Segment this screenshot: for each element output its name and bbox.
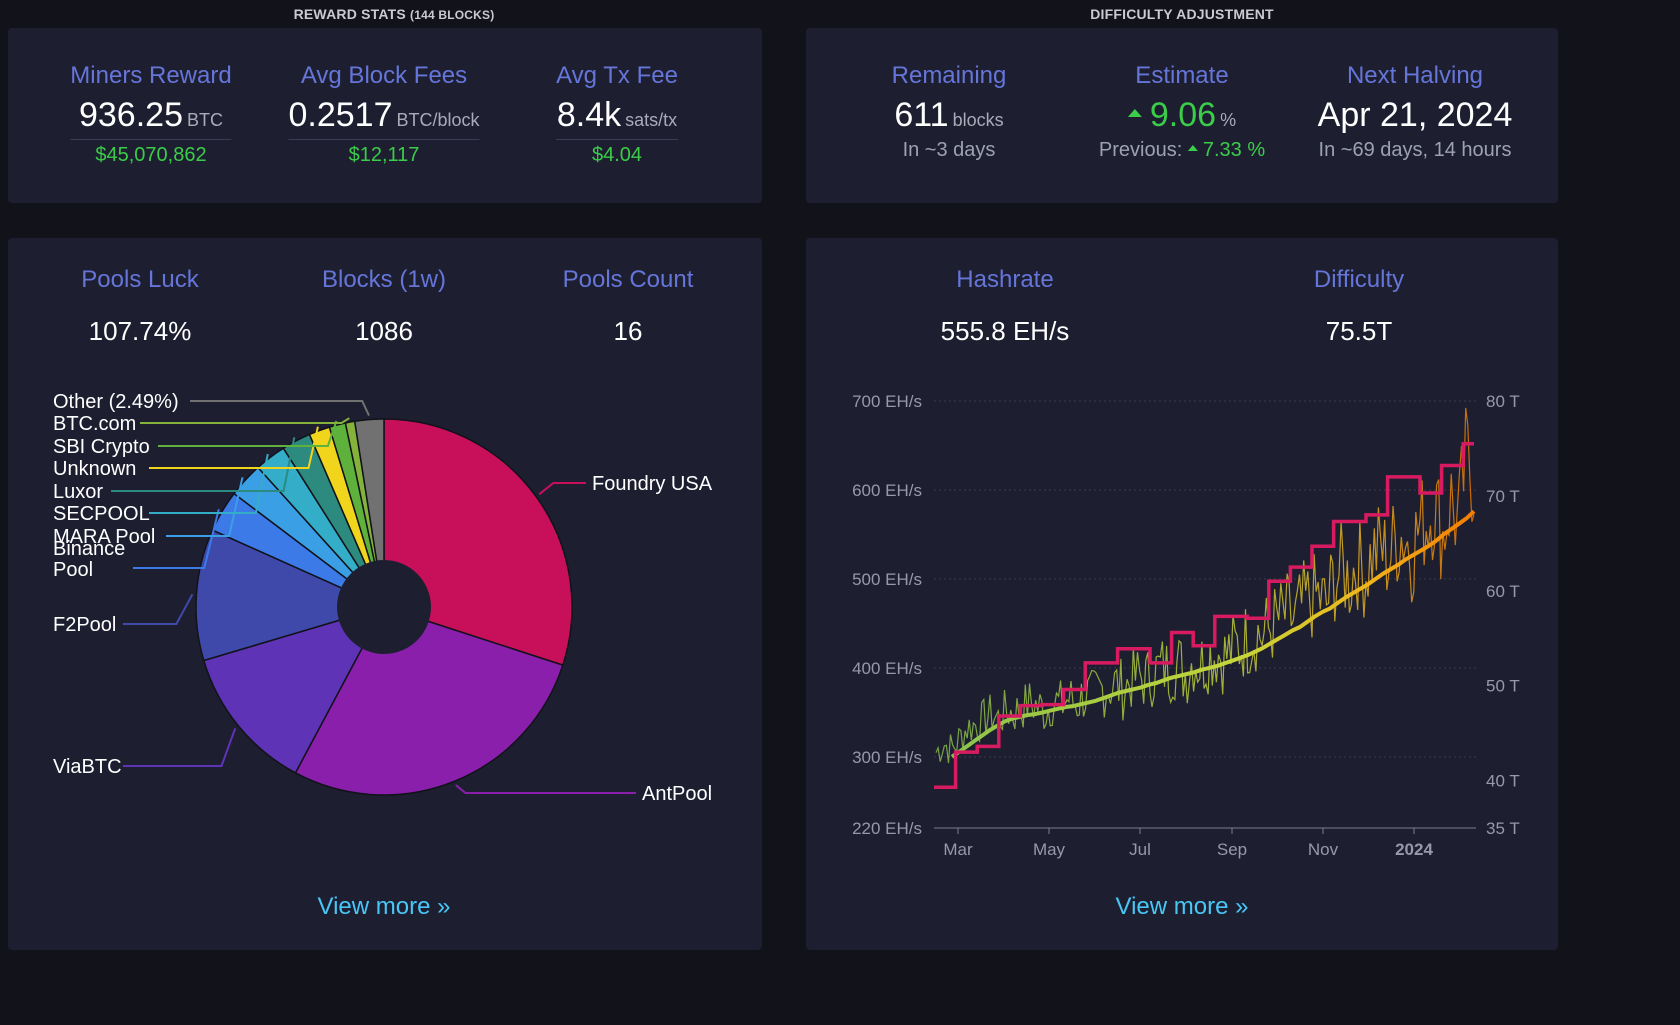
estimate-unit: % [1220, 110, 1237, 130]
estimate-value: 9.06% [1099, 96, 1265, 135]
next-halving-stat: Next Halving Apr 21, 2024 In ~69 days, 1… [1318, 62, 1513, 162]
remaining-amount: 611 [894, 96, 949, 134]
pools-luck-label: Pools Luck [81, 266, 199, 293]
avg-block-fees-fiat: $12,117 [348, 144, 420, 166]
blocks-1w-label: Blocks (1w) [321, 266, 447, 293]
remaining-eta: In ~3 days [902, 139, 996, 161]
remaining-stat: Remaining 611 blocks In ~3 days [892, 62, 1007, 162]
pools-luck-value: 107.74% [88, 316, 192, 346]
pools-luck-stat: Pools Luck 107.74% [81, 266, 198, 347]
miners-reward-label: Miners Reward [70, 62, 232, 89]
avg-tx-fee-label: Avg Tx Fee [556, 62, 678, 89]
avg-tx-fee-unit: sats/tx [625, 110, 678, 130]
avg-tx-fee-stat: Avg Tx Fee 8.4k sats/tx $4.04 [556, 62, 678, 167]
difficulty-stat: Difficulty 75.5T [1314, 266, 1404, 347]
reward-stats-title: REWARD STATS (144 BLOCKS) [294, 6, 495, 22]
avg-block-fees-unit: BTC/block [396, 110, 480, 130]
estimate-previous-unit: % [1247, 139, 1266, 161]
avg-tx-fee-amount: 8.4k [556, 96, 622, 134]
reward-stats-title-text: REWARD STATS [293, 6, 406, 22]
reward-stats-subtitle: (144 BLOCKS) [410, 8, 495, 22]
avg-block-fees-stat: Avg Block Fees 0.2517 BTC/block $12,117 [288, 62, 480, 167]
estimate-previous: Previous: 7.33 % [1099, 139, 1265, 162]
miners-reward-fiat: $45,070,862 [95, 144, 207, 166]
miners-reward-amount: 936.25 [78, 96, 183, 134]
remaining-value: 611 blocks [892, 96, 1007, 135]
hashrate-stat: Hashrate 555.8 EH/s [941, 266, 1070, 347]
difficulty-label: Difficulty [1313, 266, 1405, 293]
estimate-previous-amount: 7.33 [1202, 139, 1242, 161]
blocks-1w-stat: Blocks (1w) 1086 [322, 266, 446, 347]
miners-reward-value: 936.25 BTC [70, 96, 232, 140]
pools-count-value: 16 [613, 316, 643, 346]
difficulty-value: 75.5T [1325, 316, 1393, 346]
avg-block-fees-amount: 0.2517 [288, 96, 393, 134]
difficulty-adjustment-title: DIFFICULTY ADJUSTMENT [1090, 6, 1274, 22]
hashrate-view-more-link[interactable]: View more » [1115, 893, 1249, 920]
next-halving-eta: In ~69 days, 14 hours [1318, 139, 1512, 161]
miners-reward-unit: BTC [186, 110, 223, 130]
next-halving-value: Apr 21, 2024 [1317, 96, 1513, 134]
estimate-previous-label: Previous: [1098, 139, 1183, 161]
avg-block-fees-value: 0.2517 BTC/block [288, 96, 480, 140]
hashrate-value: 555.8 EH/s [940, 316, 1070, 346]
arrow-up-small-icon [1187, 144, 1198, 151]
hashrate-panel: Hashrate 555.8 EH/s Difficulty 75.5T Vie… [806, 238, 1558, 950]
difficulty-adjustment-panel: Remaining 611 blocks In ~3 days Estimate … [806, 28, 1558, 203]
remaining-label: Remaining [891, 62, 1007, 89]
estimate-amount: 9.06 [1149, 96, 1217, 134]
reward-stats-panel: Miners Reward 936.25 BTC $45,070,862 Avg … [8, 28, 762, 203]
pools-view-more-link[interactable]: View more » [317, 893, 451, 920]
miners-reward-stat: Miners Reward 936.25 BTC $45,070,862 [70, 62, 232, 167]
mining-pools-panel: Pools Luck 107.74% Blocks (1w) 1086 Pool… [8, 238, 762, 950]
avg-block-fees-label: Avg Block Fees [300, 62, 468, 89]
hashrate-label: Hashrate [956, 266, 1054, 293]
arrow-up-icon [1127, 109, 1142, 118]
pools-count-label: Pools Count [562, 266, 694, 293]
avg-tx-fee-value: 8.4k sats/tx [556, 96, 678, 140]
avg-tx-fee-fiat: $4.04 [591, 144, 643, 166]
blocks-1w-value: 1086 [355, 316, 413, 346]
estimate-label: Estimate [1135, 62, 1229, 89]
estimate-previous-value: 7.33 % [1187, 139, 1266, 161]
estimate-stat: Estimate 9.06% Previous: 7.33 % [1099, 62, 1265, 162]
remaining-unit: blocks [952, 110, 1004, 130]
next-halving-label: Next Halving [1346, 62, 1484, 89]
pools-count-stat: Pools Count 16 [563, 266, 694, 347]
